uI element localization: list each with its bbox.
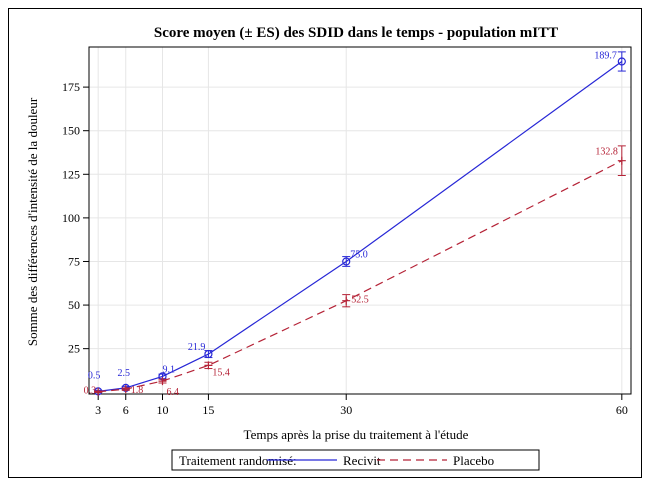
data-point bbox=[204, 349, 213, 359]
x-axis-label: Temps après la prise du traitement à l'é… bbox=[244, 427, 469, 442]
data-point bbox=[121, 385, 130, 394]
series-line-recivit bbox=[98, 60, 623, 392]
x-tick-label: 15 bbox=[202, 403, 214, 417]
data-point bbox=[617, 57, 626, 66]
legend-box bbox=[171, 449, 540, 471]
y-axis-label: Somme des différences d'intensité de la … bbox=[25, 97, 40, 346]
data-label: 21.9 bbox=[188, 342, 206, 353]
x-tick-label: 60 bbox=[616, 403, 628, 417]
legend-entry: Recivit bbox=[343, 453, 381, 468]
data-label: 52.5 bbox=[351, 295, 369, 306]
chart-title: Score moyen (± ES) des SDID dans le temp… bbox=[154, 25, 558, 41]
data-point bbox=[94, 387, 103, 396]
data-label: 0.3 bbox=[84, 386, 97, 397]
data-label: 75.0 bbox=[350, 249, 368, 260]
legend-title: Traitement randomisé: bbox=[179, 453, 297, 468]
grid-layer bbox=[89, 47, 631, 394]
data-label: 1.8 bbox=[131, 385, 144, 396]
data-label: 0.5 bbox=[88, 370, 101, 381]
data-label: 132.8 bbox=[595, 147, 618, 158]
y-tick-label: 125 bbox=[62, 167, 80, 181]
legend-entry: Placebo bbox=[453, 453, 494, 468]
x-tick-label: 30 bbox=[340, 403, 352, 417]
y-tick-label: 100 bbox=[62, 211, 80, 225]
y-tick-label: 50 bbox=[68, 298, 80, 312]
data-point bbox=[158, 377, 167, 386]
data-label: 189.7 bbox=[594, 50, 617, 61]
data-point bbox=[342, 257, 351, 266]
plot-area-border bbox=[88, 46, 632, 395]
chart-svg: Score moyen (± ES) des SDID dans le temp… bbox=[25, 25, 632, 471]
legend: Traitement randomisé: Recivit Placebo bbox=[171, 449, 540, 471]
data-point bbox=[342, 296, 351, 305]
series-layer: 0.5 2.5 9.1 21.9 75.0 189.7 0.3 1.8 6.4 15.4 52.5 1… bbox=[84, 50, 626, 398]
data-point bbox=[204, 361, 213, 370]
axis-layer: 3 6 10 15 30 60 25 50 75 100 125 150 175 bbox=[62, 46, 632, 417]
y-tick-label: 25 bbox=[68, 342, 80, 356]
x-tick-label: 10 bbox=[156, 403, 168, 417]
y-tick-label: 75 bbox=[68, 254, 80, 268]
data-point bbox=[617, 156, 626, 165]
data-label: 15.4 bbox=[212, 367, 230, 378]
x-tick-label: 3 bbox=[95, 403, 101, 417]
data-label: 6.4 bbox=[166, 387, 179, 398]
chart-frame: Score moyen (± ES) des SDID dans le temp… bbox=[8, 8, 642, 478]
y-tick-label: 175 bbox=[62, 80, 80, 94]
data-label: 9.1 bbox=[162, 364, 175, 375]
series-line-placebo bbox=[98, 160, 623, 393]
x-tick-label: 6 bbox=[123, 403, 129, 417]
y-tick-label: 150 bbox=[62, 124, 80, 138]
data-label: 2.5 bbox=[117, 368, 129, 379]
